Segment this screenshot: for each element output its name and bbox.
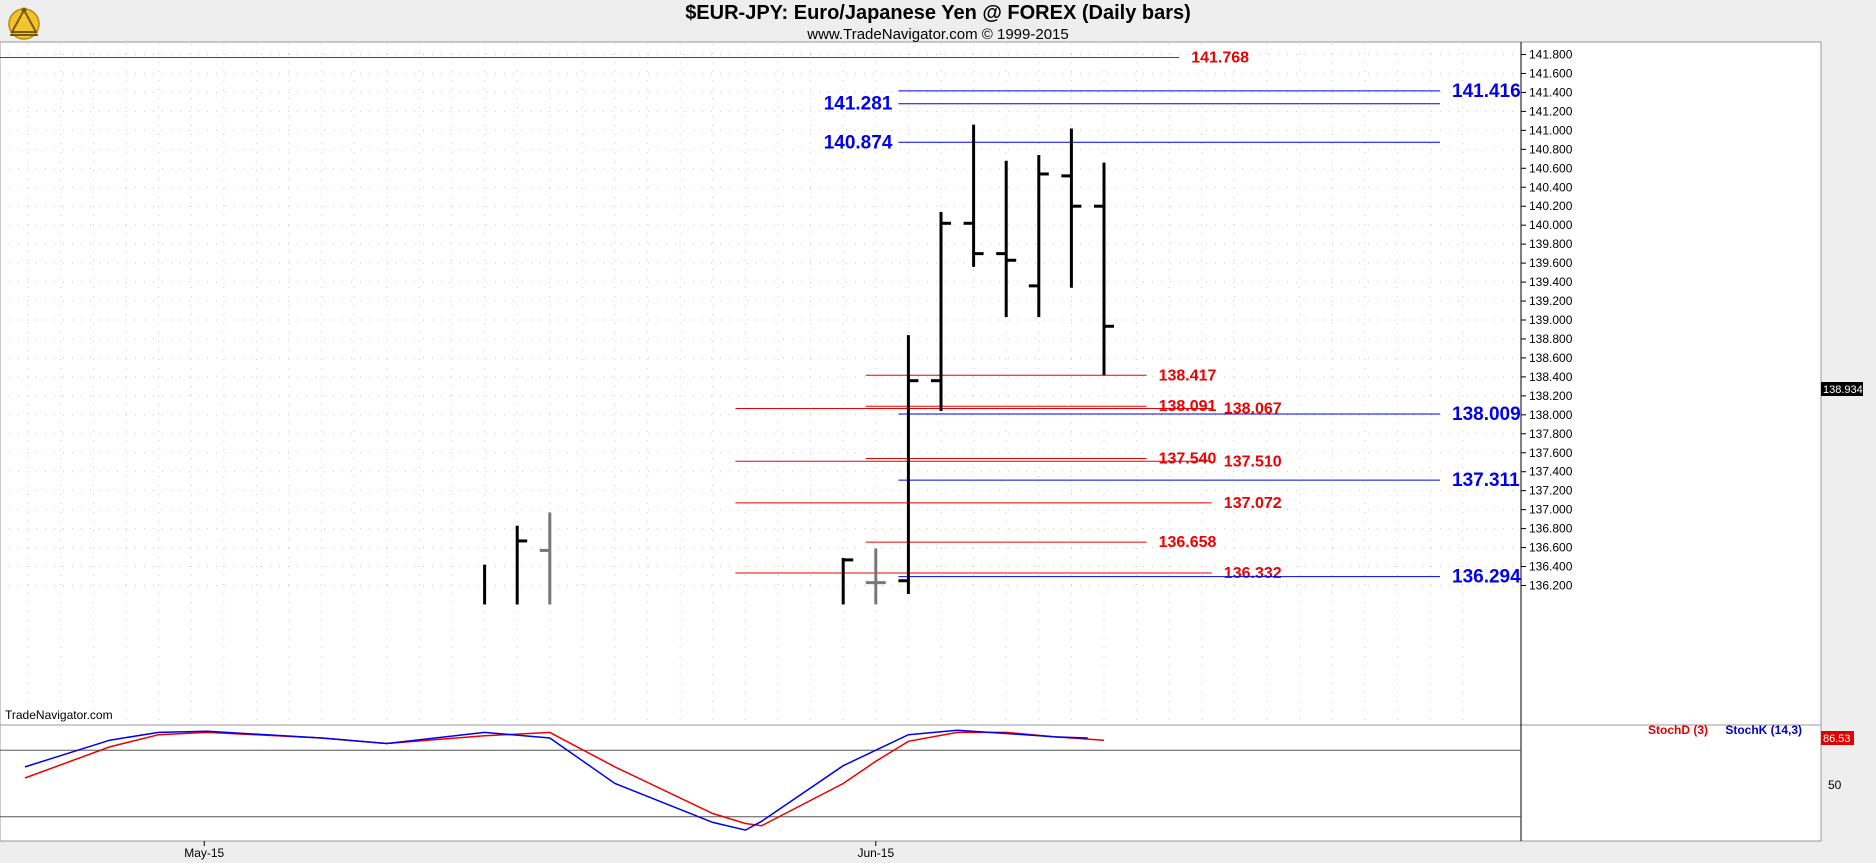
indicator-tick-50: 50 xyxy=(1828,778,1842,792)
price-levels: 141.768 141.416 141.281 140.874 138.417 138.0… xyxy=(0,50,1521,588)
y-tick-label: 138.800 xyxy=(1529,332,1573,346)
level-label: 141.768 xyxy=(1191,50,1249,67)
tradenavigator-logo-icon[interactable] xyxy=(4,2,44,42)
price-tag: 138.934 xyxy=(1823,384,1863,396)
y-tick-label: 137.400 xyxy=(1529,465,1573,479)
watermark: TradeNavigator.com xyxy=(5,708,113,722)
stochk-legend: StochK (14,3) xyxy=(1725,723,1802,737)
level-label: 138.417 xyxy=(1159,367,1217,384)
level-label: 136.294 xyxy=(1452,567,1521,588)
indicator-tag: 86.53 xyxy=(1823,733,1851,745)
chart-title: $EUR-JPY: Euro/Japanese Yen @ FOREX (Dai… xyxy=(685,2,1191,24)
level-label: 137.510 xyxy=(1224,453,1282,470)
level-label: 138.067 xyxy=(1224,400,1282,417)
level-label: 141.416 xyxy=(1452,81,1521,102)
y-tick-label: 141.800 xyxy=(1529,48,1573,62)
x-tick-label: May-15 xyxy=(184,846,224,860)
y-tick-label: 141.400 xyxy=(1529,85,1573,99)
y-tick-label: 140.000 xyxy=(1529,218,1573,232)
y-tick-label: 138.000 xyxy=(1529,408,1573,422)
level-label: 136.332 xyxy=(1224,565,1282,582)
y-tick-label: 136.600 xyxy=(1529,541,1573,555)
y-tick-label: 139.800 xyxy=(1529,237,1573,251)
level-label: 138.091 xyxy=(1159,398,1217,415)
y-tick-label: 139.000 xyxy=(1529,313,1573,327)
stochastic-lines xyxy=(0,729,1521,831)
level-label: 137.311 xyxy=(1452,470,1520,491)
y-tick-label: 137.800 xyxy=(1529,427,1573,441)
y-tick-label: 136.400 xyxy=(1529,560,1573,574)
date-axis: May-15 Jun-15 xyxy=(184,841,894,860)
y-tick-label: 137.000 xyxy=(1529,503,1573,517)
level-label: 137.540 xyxy=(1159,450,1217,467)
ohlc-bars xyxy=(483,124,1114,605)
y-tick-label: 140.200 xyxy=(1529,199,1573,213)
y-tick-label: 138.200 xyxy=(1529,389,1573,403)
level-label: 140.874 xyxy=(824,132,893,153)
y-tick-label: 139.200 xyxy=(1529,294,1573,308)
stochd-legend: StochD (3) xyxy=(1648,723,1708,737)
y-tick-label: 140.400 xyxy=(1529,180,1573,194)
y-tick-label: 137.600 xyxy=(1529,446,1573,460)
y-tick-label: 136.200 xyxy=(1529,579,1573,593)
price-tag-box xyxy=(1821,382,1863,396)
level-label: 136.658 xyxy=(1159,534,1217,551)
y-tick-label: 141.600 xyxy=(1529,66,1573,80)
level-label: 138.009 xyxy=(1452,404,1521,425)
level-label: 141.281 xyxy=(824,94,893,115)
y-tick-label: 138.400 xyxy=(1529,370,1573,384)
x-tick-label: Jun-15 xyxy=(857,846,894,860)
stochd-line xyxy=(24,731,1105,827)
y-tick-label: 139.400 xyxy=(1529,275,1573,289)
y-tick-label: 140.600 xyxy=(1529,161,1573,175)
level-label: 137.072 xyxy=(1224,495,1282,512)
price-axis: 141.800 141.600 141.400 141.200 141.000 140.8… xyxy=(1520,42,1573,841)
stochk-line xyxy=(24,729,1088,831)
price-panel xyxy=(0,41,1822,726)
y-tick-label: 140.800 xyxy=(1529,142,1573,156)
chart-subtitle: www.TradeNavigator.com © 1999-2015 xyxy=(807,26,1069,43)
y-tick-label: 141.000 xyxy=(1529,123,1573,137)
indicator-tag-box xyxy=(1821,731,1854,745)
indicator-panel xyxy=(0,724,1822,842)
y-tick-label: 136.800 xyxy=(1529,522,1573,536)
y-tick-label: 138.600 xyxy=(1529,351,1573,365)
y-tick-label: 137.200 xyxy=(1529,484,1573,498)
y-tick-label: 139.600 xyxy=(1529,256,1573,270)
y-tick-label: 141.200 xyxy=(1529,104,1573,118)
